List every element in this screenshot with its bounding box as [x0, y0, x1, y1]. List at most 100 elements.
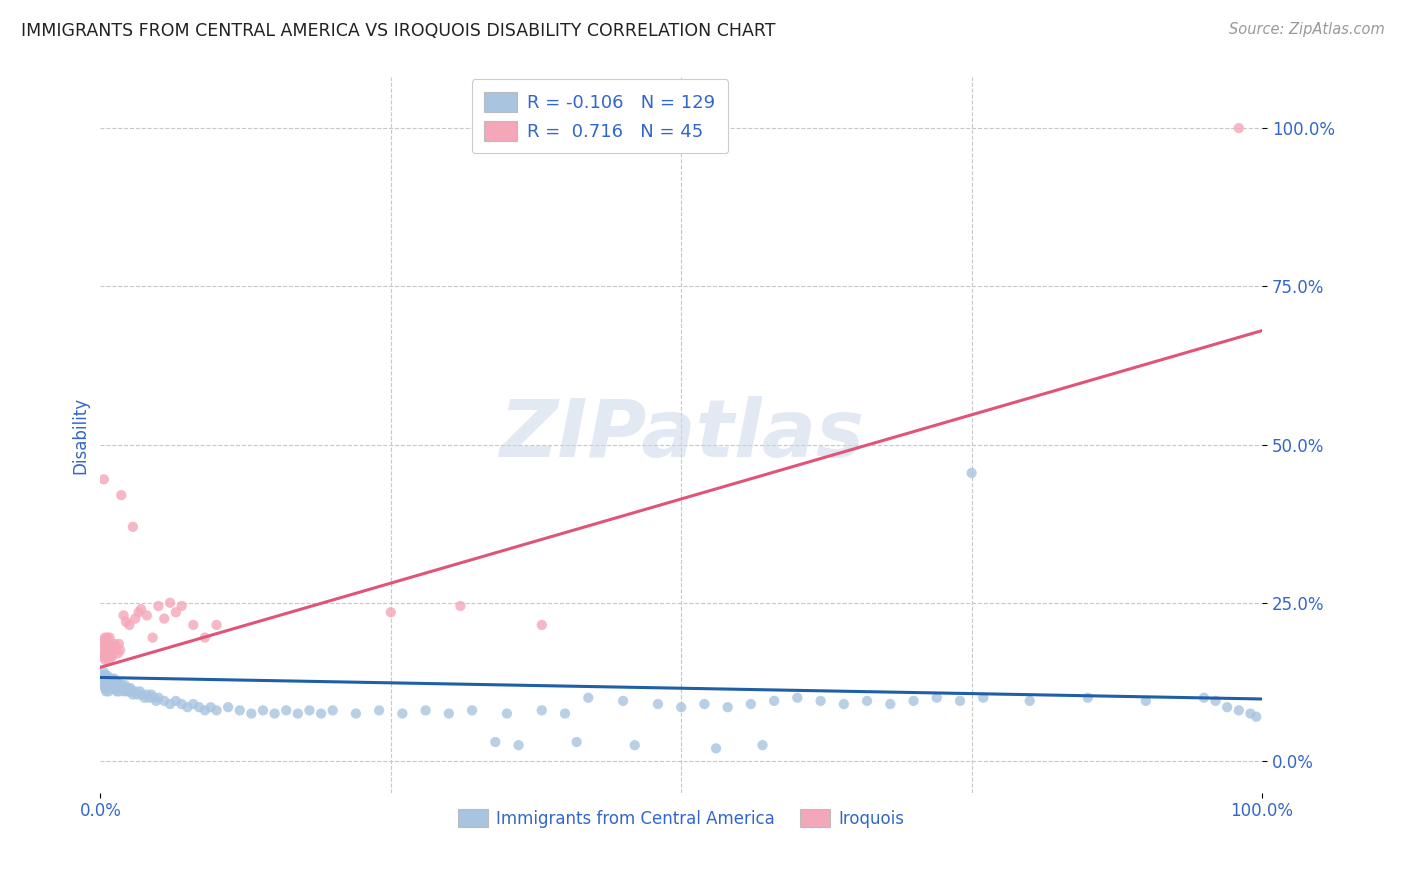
- Point: [717, 700, 740, 714]
- Point: [181, 618, 204, 632]
- Point: [91, 649, 114, 664]
- Point: [415, 703, 437, 717]
- Point: [1135, 694, 1157, 708]
- Point: [100, 640, 122, 654]
- Point: [127, 688, 149, 702]
- Point: [437, 706, 460, 721]
- Point: [142, 631, 165, 645]
- Point: [94, 674, 117, 689]
- Point: [91, 633, 114, 648]
- Point: [530, 618, 553, 632]
- Point: [107, 674, 129, 689]
- Point: [344, 706, 367, 721]
- Point: [1018, 694, 1040, 708]
- Point: [1227, 121, 1250, 136]
- Point: [832, 697, 855, 711]
- Point: [115, 684, 138, 698]
- Point: [91, 668, 114, 682]
- Point: [90, 643, 112, 657]
- Point: [165, 694, 187, 708]
- Point: [107, 681, 129, 696]
- Point: [101, 643, 124, 657]
- Point: [298, 703, 321, 717]
- Point: [104, 681, 127, 696]
- Point: [98, 674, 121, 689]
- Point: [391, 706, 413, 721]
- Point: [194, 703, 217, 717]
- Point: [107, 647, 129, 661]
- Point: [810, 694, 832, 708]
- Point: [101, 681, 124, 696]
- Point: [181, 697, 204, 711]
- Point: [93, 665, 115, 680]
- Point: [104, 674, 127, 689]
- Point: [612, 694, 634, 708]
- Point: [740, 697, 762, 711]
- Point: [903, 694, 925, 708]
- Point: [508, 738, 530, 752]
- Point: [122, 520, 145, 534]
- Point: [100, 649, 122, 664]
- Point: [124, 684, 146, 698]
- Point: [170, 697, 193, 711]
- Point: [96, 631, 118, 645]
- Point: [135, 608, 157, 623]
- Point: [103, 637, 125, 651]
- Point: [252, 703, 274, 717]
- Point: [141, 688, 163, 702]
- Point: [101, 672, 124, 686]
- Point: [153, 611, 176, 625]
- Point: [101, 678, 124, 692]
- Point: [565, 735, 588, 749]
- Point: [114, 678, 136, 692]
- Point: [103, 678, 125, 692]
- Point: [124, 611, 146, 625]
- Point: [96, 647, 118, 661]
- Point: [101, 649, 124, 664]
- Point: [110, 488, 132, 502]
- Point: [120, 681, 142, 696]
- Point: [148, 599, 170, 613]
- Point: [194, 631, 217, 645]
- Point: [90, 672, 112, 686]
- Point: [450, 599, 472, 613]
- Point: [131, 688, 153, 702]
- Point: [98, 643, 121, 657]
- Point: [115, 615, 138, 629]
- Point: [94, 668, 117, 682]
- Point: [94, 681, 117, 696]
- Point: [1077, 690, 1099, 705]
- Point: [103, 672, 125, 686]
- Point: [93, 637, 115, 651]
- Point: [93, 672, 115, 686]
- Point: [101, 681, 124, 696]
- Point: [115, 681, 138, 696]
- Point: [484, 735, 506, 749]
- Point: [856, 694, 879, 708]
- Point: [287, 706, 309, 721]
- Point: [170, 599, 193, 613]
- Point: [669, 700, 692, 714]
- Point: [101, 640, 124, 654]
- Point: [960, 466, 983, 480]
- Point: [200, 700, 222, 714]
- Point: [134, 690, 156, 705]
- Point: [145, 694, 167, 708]
- Point: [97, 678, 120, 692]
- Text: IMMIGRANTS FROM CENTRAL AMERICA VS IROQUOIS DISABILITY CORRELATION CHART: IMMIGRANTS FROM CENTRAL AMERICA VS IROQU…: [21, 22, 776, 40]
- Point: [96, 678, 118, 692]
- Point: [205, 703, 228, 717]
- Point: [96, 672, 118, 686]
- Point: [322, 703, 344, 717]
- Point: [93, 647, 115, 661]
- Point: [108, 681, 131, 696]
- Point: [98, 672, 121, 686]
- Point: [129, 602, 152, 616]
- Point: [118, 618, 141, 632]
- Point: [91, 674, 114, 689]
- Point: [135, 688, 157, 702]
- Point: [97, 637, 120, 651]
- Point: [1216, 700, 1239, 714]
- Point: [165, 605, 187, 619]
- Point: [105, 678, 128, 692]
